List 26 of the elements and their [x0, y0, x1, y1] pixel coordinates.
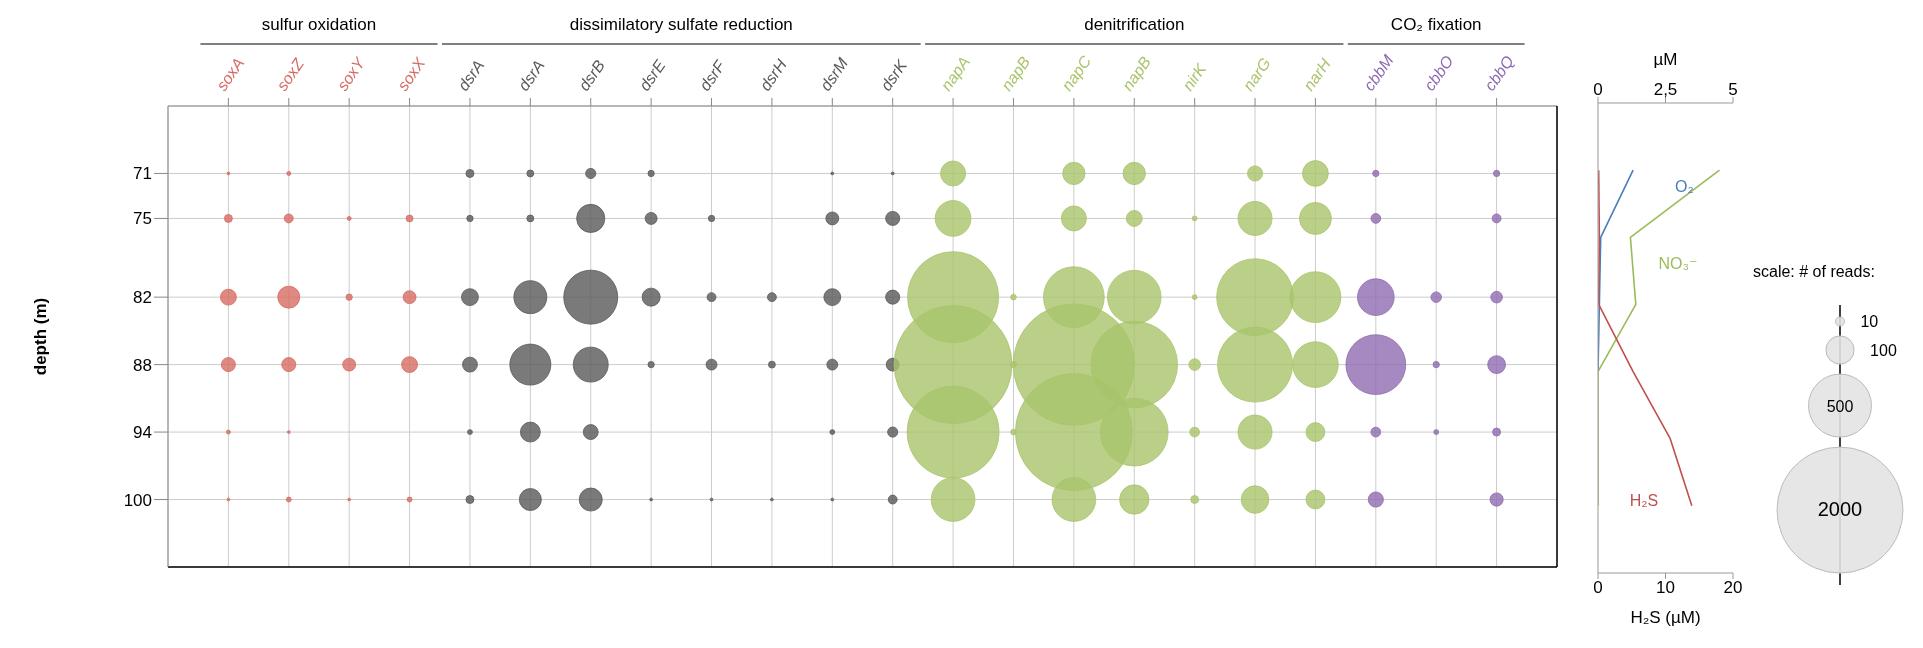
- y-tick-label: 100: [123, 490, 152, 510]
- series-label: NO₃⁻: [1658, 255, 1698, 273]
- x-tick-label: 0: [1593, 578, 1603, 598]
- text: dissimilatory sulfate reduction: [569, 15, 793, 34]
- y-tick-label: 71: [133, 164, 152, 184]
- x2-tick-label: 2,5: [1653, 80, 1678, 99]
- x-tick-label: 20: [1723, 578, 1743, 598]
- text: O₂: [1675, 178, 1694, 196]
- legend-title: scale: # of reads:: [1753, 263, 1875, 280]
- y-tick-label: 75: [133, 209, 152, 229]
- legend-label: 500: [1826, 397, 1854, 415]
- y-axis-title: depth (m): [31, 297, 50, 376]
- x-tick-label: 10: [1656, 578, 1675, 598]
- y-tick-label: 88: [133, 355, 152, 375]
- y-tick-label: 82: [133, 288, 152, 308]
- text: CO₂ fixation: [1390, 15, 1482, 34]
- series-label: H₂S: [1629, 491, 1659, 509]
- x2-tick-label: 5: [1728, 80, 1738, 99]
- text: denitrification: [1084, 15, 1185, 34]
- text: sulfur oxidation: [261, 15, 377, 34]
- legend-label: 10: [1860, 313, 1879, 331]
- y-tick-label: 94: [133, 423, 152, 443]
- legend-label: 100: [1870, 342, 1897, 359]
- legend-label: 2000: [1817, 498, 1863, 521]
- x2-axis-title: µM: [1653, 50, 1678, 70]
- x-axis-title: H₂S (µM): [1630, 608, 1701, 627]
